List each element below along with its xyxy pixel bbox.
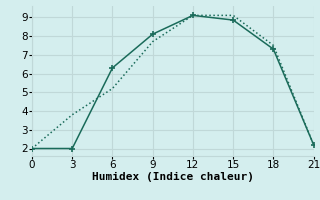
X-axis label: Humidex (Indice chaleur): Humidex (Indice chaleur) (92, 172, 254, 182)
